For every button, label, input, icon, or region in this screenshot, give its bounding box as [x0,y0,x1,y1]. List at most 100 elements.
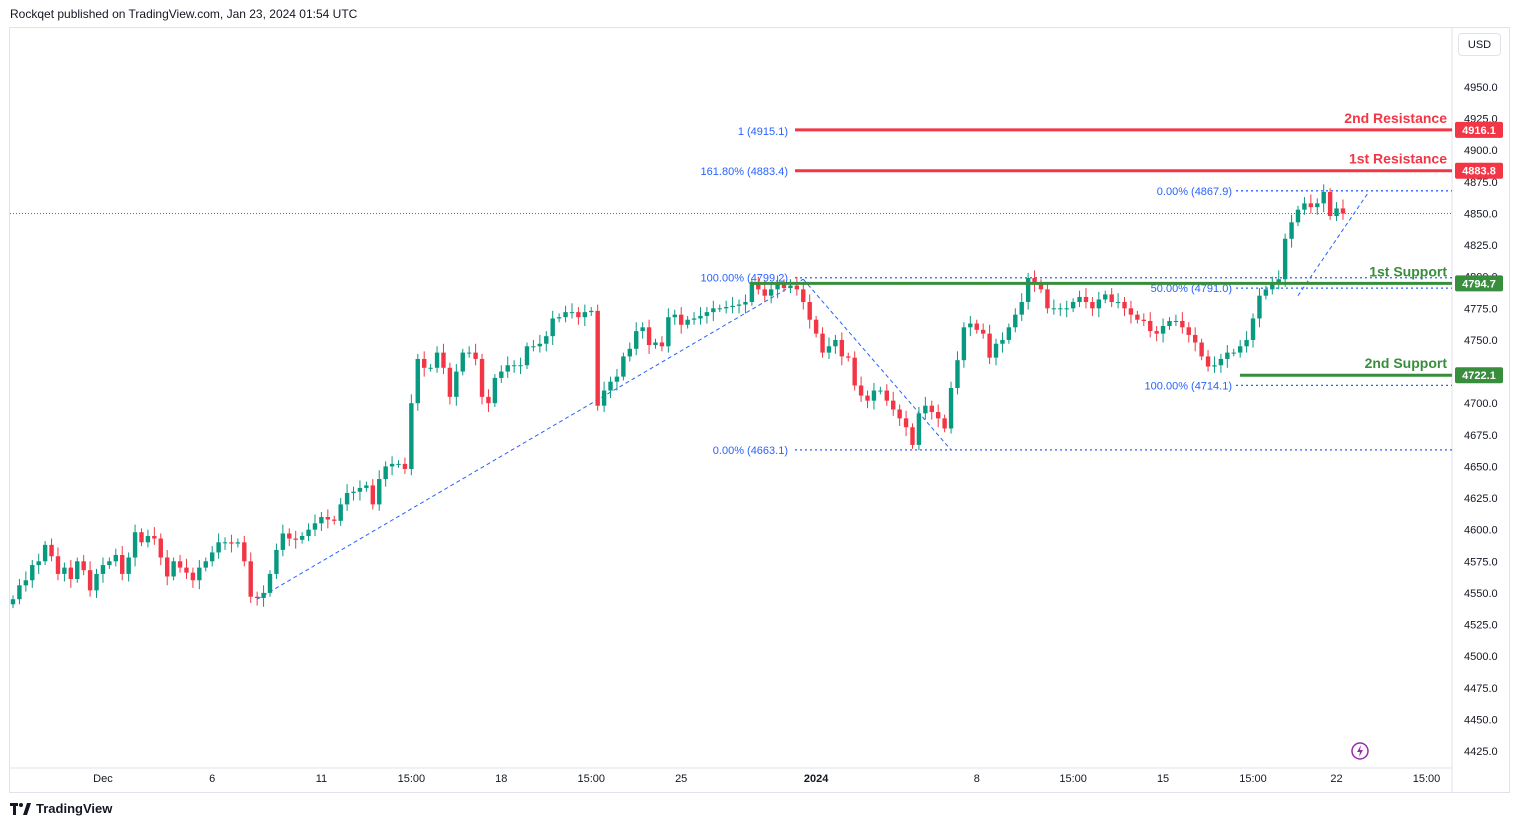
candle-body [396,463,401,465]
candle-body [608,381,613,391]
candle-body [222,542,228,544]
y-tick-label: 4775.0 [1464,303,1498,315]
candle-body [646,327,652,346]
candle-body [370,485,375,505]
fib-trend-line [256,278,804,600]
level-label: 1st Support [1369,263,1447,279]
fib-label: 50.00% (4791.0) [1151,283,1232,295]
candle-body [704,312,710,316]
candle-body [659,342,665,347]
candle-body [672,314,677,318]
candle-body [460,352,465,372]
candle-body [563,312,568,318]
candle-body [1231,352,1236,354]
candle-body [846,356,851,358]
candle-body [916,413,922,445]
y-tick-label: 4450.0 [1464,714,1498,726]
candle-body [30,565,35,581]
candle-body [49,544,54,557]
candle-body [486,396,491,404]
candle-body [614,376,620,382]
candle-body [569,312,575,314]
candle-body [87,570,93,591]
candle-body [826,346,832,353]
candle-body [120,554,125,574]
x-tick-label: 15:00 [1413,773,1441,785]
candle-body [544,336,549,344]
y-tick-label: 4850.0 [1464,208,1498,220]
candle-body [261,592,266,598]
candle-body [820,333,825,353]
candle-body [1282,238,1288,280]
candle-body [319,517,324,524]
level-price-tag [1455,367,1503,384]
fib-label: 100.00% (4799.2) [701,273,788,285]
candle-body [993,343,999,358]
chart-area[interactable] [9,27,1510,793]
candle-body [197,567,202,581]
candle-body [17,585,22,600]
level-price-tag-text: 4883.8 [1462,166,1496,178]
level-label: 2nd Resistance [1344,110,1447,126]
candle-body [254,596,260,598]
candle-body [768,289,774,296]
candle-body [1006,327,1012,340]
candle-body [550,318,555,337]
candle-body [132,532,138,558]
candle-body [351,491,356,493]
candle-body [929,405,934,413]
candle-body [1167,320,1172,327]
level-price-tag-text: 4794.7 [1462,278,1496,290]
y-tick-label: 4675.0 [1464,430,1498,442]
candle-body [1064,308,1069,310]
candle-body [1148,320,1153,332]
candle-body [717,308,722,310]
candle-body [1244,339,1249,347]
candle-body [1122,302,1127,309]
candle-body [248,561,253,597]
y-tick-label: 4950.0 [1464,82,1498,94]
candle-body [113,554,118,562]
candle-body [1276,279,1281,284]
candle-body [1038,283,1044,290]
candle-body [107,561,112,566]
x-tick-label: 8 [974,773,980,785]
candle-body [203,561,208,568]
candle-body [94,573,99,591]
candle-body [1000,339,1005,344]
candle-body [948,388,954,429]
level-price-tag [1455,162,1503,179]
candle-body [505,365,510,372]
candle-body [499,371,504,378]
currency-button[interactable]: USD [1458,33,1501,56]
candle-body [794,285,800,290]
candle-body [685,319,690,325]
candle-body [377,479,382,505]
candle-body [1013,314,1018,328]
candle-body [344,492,350,505]
candle-body [936,412,941,419]
candle-body [878,390,883,392]
candle-body [23,580,29,586]
y-tick-label: 4700.0 [1464,398,1498,410]
candle-body [1302,203,1307,210]
candle-body [216,542,221,553]
candle-body [402,463,408,469]
candle-body [518,365,523,367]
candle-body [36,561,41,566]
y-tick-label: 4600.0 [1464,525,1498,537]
x-tick-label: 2024 [804,773,829,785]
candle-body [1025,277,1031,303]
tradingview-logo[interactable]: TradingView [10,801,112,816]
candle-body [434,352,440,368]
candle-body [479,358,485,397]
x-tick-label: 25 [675,773,687,785]
x-tick-label: 15:00 [577,773,605,785]
candle-body [955,360,960,389]
candle-body [1237,346,1243,353]
y-tick-label: 4550.0 [1464,588,1498,600]
y-tick-label: 4625.0 [1464,493,1498,505]
fib-trend-line [802,278,952,451]
lightning-icon-glyph [1357,745,1363,757]
